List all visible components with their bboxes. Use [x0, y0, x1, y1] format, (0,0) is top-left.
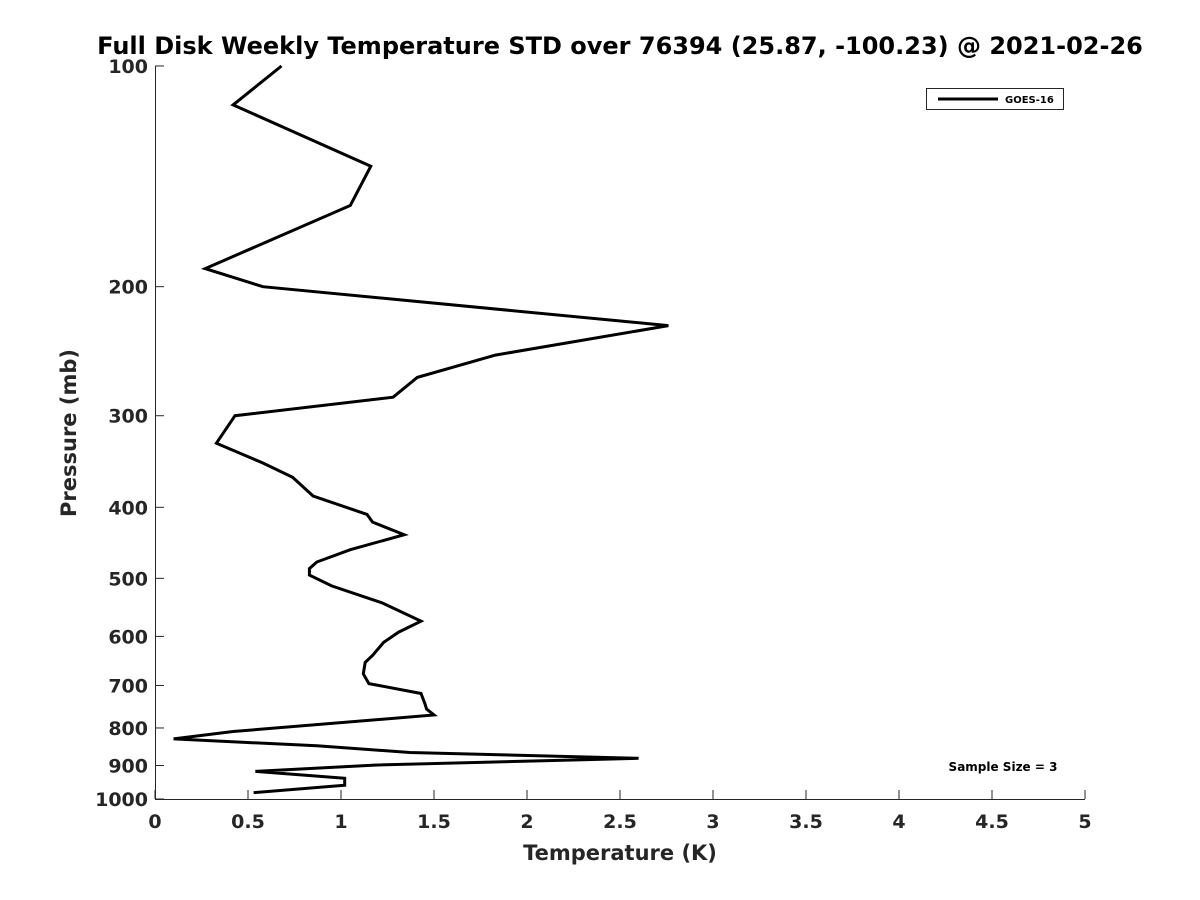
x-axis-ticks: 0 0.5 1 1.5 2 2.5 3 3.5 4 4.5 5 — [148, 790, 1092, 833]
x-axis-label: Temperature (K) — [523, 841, 717, 865]
chart-title: Full Disk Weekly Temperature STD over 76… — [97, 32, 1143, 60]
x-tick-label: 3.5 — [789, 811, 823, 833]
x-tick-label: 1 — [334, 811, 347, 833]
x-tick-label: 0.5 — [231, 811, 265, 833]
y-tick-label: 100 — [108, 56, 148, 78]
series-line-goes16 — [173, 64, 669, 795]
y-tick-label: 800 — [108, 718, 148, 740]
y-tick-label: 200 — [108, 277, 148, 299]
legend: GOES-16 — [926, 88, 1064, 110]
y-tick-label: 700 — [108, 675, 148, 697]
y-axis-ticks: 100 200 300 400 500 600 700 800 900 1000 — [95, 56, 164, 811]
y-tick-label: 500 — [108, 568, 148, 590]
legend-label-goes16: GOES-16 — [1005, 95, 1054, 106]
y-tick-label: 600 — [108, 626, 148, 648]
y-tick-label: 300 — [108, 406, 148, 428]
x-tick-label: 2 — [520, 811, 533, 833]
x-tick-label: 2.5 — [603, 811, 637, 833]
y-tick-label: 900 — [108, 755, 148, 777]
x-tick-label: 5 — [1078, 811, 1091, 833]
sample-size-annotation: Sample Size = 3 — [949, 760, 1058, 774]
x-tick-label: 4.5 — [975, 811, 1009, 833]
x-tick-label: 1.5 — [417, 811, 451, 833]
y-tick-label: 1000 — [95, 789, 148, 811]
y-tick-label: 400 — [108, 497, 148, 519]
y-axis-label: Pressure (mb) — [57, 349, 81, 517]
x-tick-label: 4 — [892, 811, 905, 833]
x-tick-label: 0 — [148, 811, 161, 833]
x-tick-label: 3 — [706, 811, 719, 833]
